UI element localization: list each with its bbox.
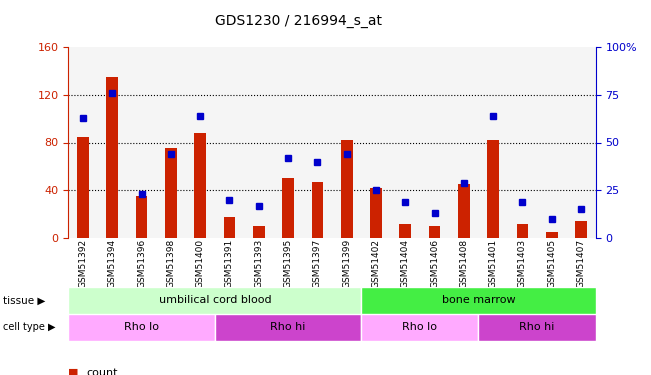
Text: umbilical cord blood: umbilical cord blood [158,296,271,305]
Bar [458,184,470,238]
Text: GSM51392: GSM51392 [79,239,87,288]
Bar [68,314,215,341]
Text: GSM51405: GSM51405 [547,239,556,288]
Bar [478,314,596,341]
Text: Rho hi: Rho hi [270,322,306,332]
Bar [215,314,361,341]
Text: ■: ■ [68,368,79,375]
Bar [341,140,353,238]
Text: GSM51391: GSM51391 [225,239,234,288]
Text: GSM51396: GSM51396 [137,239,146,288]
Bar [361,287,596,314]
Text: bone marrow: bone marrow [441,296,516,305]
Text: GSM51404: GSM51404 [401,239,409,288]
Text: GSM51408: GSM51408 [460,239,468,288]
Bar [312,182,323,238]
Bar [361,314,478,341]
Text: cell type ▶: cell type ▶ [3,322,56,332]
Bar [165,148,177,238]
Bar [370,188,382,238]
Text: GSM51394: GSM51394 [108,239,117,288]
Bar [283,178,294,238]
Bar [253,226,264,238]
Text: GSM51395: GSM51395 [284,239,292,288]
Text: Rho lo: Rho lo [124,322,159,332]
Text: GSM51407: GSM51407 [577,239,585,288]
Text: GSM51393: GSM51393 [255,239,263,288]
Bar [194,133,206,238]
Text: GSM51398: GSM51398 [167,239,175,288]
Bar [517,224,529,238]
Bar [135,196,147,238]
Text: GSM51397: GSM51397 [313,239,322,288]
Bar [546,232,557,238]
Text: GSM51399: GSM51399 [342,239,351,288]
Bar [400,224,411,238]
Bar [107,77,118,238]
Bar [487,140,499,238]
Text: Rho lo: Rho lo [402,322,437,332]
Bar [575,221,587,238]
Bar [68,287,361,314]
Text: GDS1230 / 216994_s_at: GDS1230 / 216994_s_at [215,14,382,28]
Text: GSM51400: GSM51400 [196,239,204,288]
Text: count: count [87,368,118,375]
Text: GSM51403: GSM51403 [518,239,527,288]
Text: GSM51402: GSM51402 [372,239,380,288]
Text: tissue ▶: tissue ▶ [3,296,46,305]
Text: GSM51406: GSM51406 [430,239,439,288]
Bar [224,217,236,238]
Text: GSM51401: GSM51401 [489,239,497,288]
Bar [77,136,89,238]
Text: Rho hi: Rho hi [519,322,555,332]
Bar [429,226,441,238]
